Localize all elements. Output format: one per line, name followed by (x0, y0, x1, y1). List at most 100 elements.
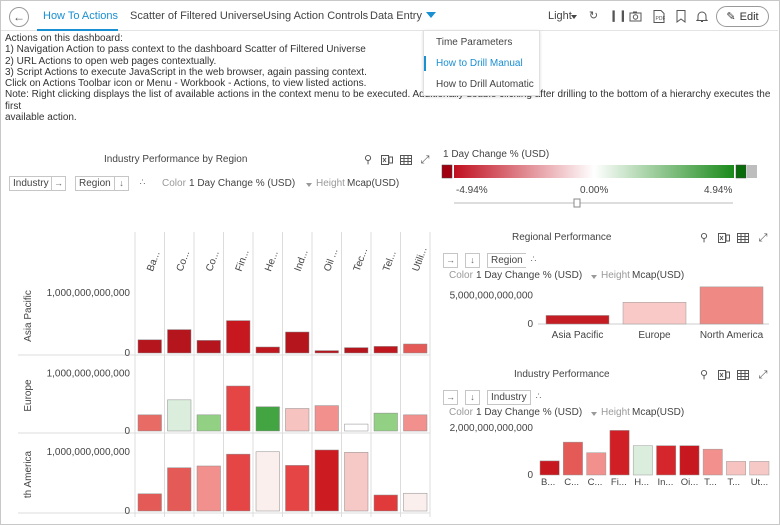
region-chip[interactable]: Region (487, 253, 527, 268)
expand-icon[interactable]: ⤢ (758, 232, 768, 244)
excel-export-icon[interactable] (381, 154, 393, 166)
y-tick-label: 0 (124, 426, 130, 437)
row-label: Europe (23, 379, 34, 412)
drill-arrow-icon[interactable]: → (443, 253, 458, 268)
bar (167, 399, 192, 432)
scatter-icon[interactable]: ∴ (135, 176, 150, 191)
category-label: Asia Pacific (552, 330, 604, 341)
search-icon[interactable]: ⚲ (699, 369, 709, 381)
expand-icon[interactable]: ⤢ (420, 154, 430, 166)
color-value-select[interactable]: 1 Day Change % (USD) (476, 270, 583, 281)
bar (373, 346, 398, 354)
bar (255, 346, 280, 354)
height-value-select[interactable]: Mcap(USD) (632, 407, 685, 418)
bar (196, 414, 221, 432)
legend-max-label: 4.94% (704, 185, 733, 196)
expand-icon[interactable]: ⤢ (758, 369, 768, 381)
bar (255, 451, 280, 512)
more-tabs-caret-icon[interactable] (426, 12, 436, 18)
bar (137, 339, 162, 354)
panel-title-industry-performance: Industry Performance (514, 369, 610, 380)
bar (373, 494, 398, 512)
tab-using-action-controls[interactable]: Using Action Controls (263, 10, 369, 22)
bar (314, 405, 339, 432)
panel-title-regional-performance: Regional Performance (512, 232, 612, 243)
search-icon[interactable]: ⚲ (699, 232, 709, 244)
height-value-select[interactable]: Mcap(USD) (632, 270, 685, 281)
edit-button-label: Edit (739, 10, 759, 23)
sort-icon[interactable]: ↓ (114, 176, 129, 191)
edit-button[interactable]: ✎ Edit (716, 6, 769, 27)
industry-chip[interactable]: Industry (487, 390, 531, 405)
color-label: Color (449, 407, 473, 418)
back-icon[interactable]: ← (9, 7, 29, 27)
tab-how-to-actions[interactable]: How To Actions (43, 10, 119, 22)
bar (167, 467, 192, 512)
bar (314, 350, 339, 354)
category-label: Ind... (293, 248, 311, 273)
menu-item-time-parameters[interactable]: Time Parameters (436, 37, 513, 48)
scatter-icon[interactable]: ∴ (526, 253, 541, 268)
legend-min-label: -4.94% (456, 185, 488, 196)
bar (255, 406, 280, 432)
snapshot-icon[interactable] (629, 10, 642, 23)
bar (403, 414, 428, 432)
sort-icon[interactable]: ↓ (465, 390, 480, 405)
panel-title-industry-by-region: Industry Performance by Region (104, 154, 248, 165)
bar (137, 414, 162, 432)
category-label: Co... (175, 249, 193, 273)
bar (702, 448, 723, 476)
theme-selector[interactable]: Light (548, 10, 572, 22)
category-label: C... (564, 477, 579, 488)
y-tick-label: 2,000,000,000,000 (450, 423, 534, 434)
notification-bell-icon[interactable] (695, 10, 708, 23)
bar (314, 449, 339, 512)
category-label: Oi... (681, 477, 698, 488)
category-label: Tec... (352, 247, 371, 273)
y-tick-label: 0 (124, 506, 130, 517)
category-label: Ba... (145, 250, 162, 273)
drill-arrow-icon[interactable]: → (443, 390, 458, 405)
scatter-icon[interactable]: ∴ (531, 390, 546, 405)
bar (622, 302, 687, 325)
bar (226, 320, 251, 354)
tab-data-entry[interactable]: Data Entry (370, 10, 422, 22)
category-label: Europe (638, 330, 671, 341)
category-label: B... (541, 477, 555, 488)
region-chip[interactable]: Region (75, 176, 115, 191)
color-caret-icon[interactable] (306, 183, 312, 187)
description-line: 1) Navigation Action to pass context to … (5, 44, 366, 56)
color-caret-icon[interactable] (591, 275, 597, 279)
description-line: 2) URL Actions to open web pages context… (5, 55, 217, 67)
table-icon[interactable] (737, 232, 749, 244)
table-icon[interactable] (400, 154, 412, 166)
tab-scatter-filtered-universe[interactable]: Scatter of Filtered Universe (130, 10, 264, 22)
height-label: Height (601, 270, 630, 281)
refresh-icon[interactable]: ↻ (588, 10, 599, 22)
color-value-select[interactable]: 1 Day Change % (USD) (189, 178, 296, 189)
menu-item-how-to-drill-automatic[interactable]: How to Drill Automatic (436, 79, 534, 90)
color-label: Color (449, 270, 473, 281)
sort-icon[interactable]: ↓ (465, 253, 480, 268)
bar (226, 453, 251, 512)
category-label: Utili... (411, 246, 430, 273)
industry-performance-chart: 2,000,000,000,000 0 B... C... C... Fi... H... I… (450, 423, 770, 488)
bookmark-icon[interactable] (674, 10, 687, 23)
table-icon[interactable] (737, 369, 749, 381)
pdf-icon[interactable]: PDF (652, 10, 665, 23)
industry-chip[interactable]: Industry (9, 176, 53, 191)
height-value-select[interactable]: Mcap(USD) (347, 178, 400, 189)
theme-caret-icon[interactable] (571, 15, 577, 19)
pause-icon[interactable]: ❙❙ (609, 10, 628, 22)
bar (749, 461, 770, 476)
menu-item-how-to-drill-manual[interactable]: How to Drill Manual (436, 58, 523, 69)
bar (226, 385, 251, 432)
category-label: Fi... (611, 477, 627, 488)
drill-arrow-icon[interactable]: → (51, 176, 66, 191)
search-icon[interactable]: ⚲ (363, 154, 373, 166)
bar (539, 460, 560, 476)
excel-export-icon[interactable] (718, 232, 730, 244)
excel-export-icon[interactable] (718, 369, 730, 381)
color-value-select[interactable]: 1 Day Change % (USD) (476, 407, 583, 418)
color-caret-icon[interactable] (591, 412, 597, 416)
